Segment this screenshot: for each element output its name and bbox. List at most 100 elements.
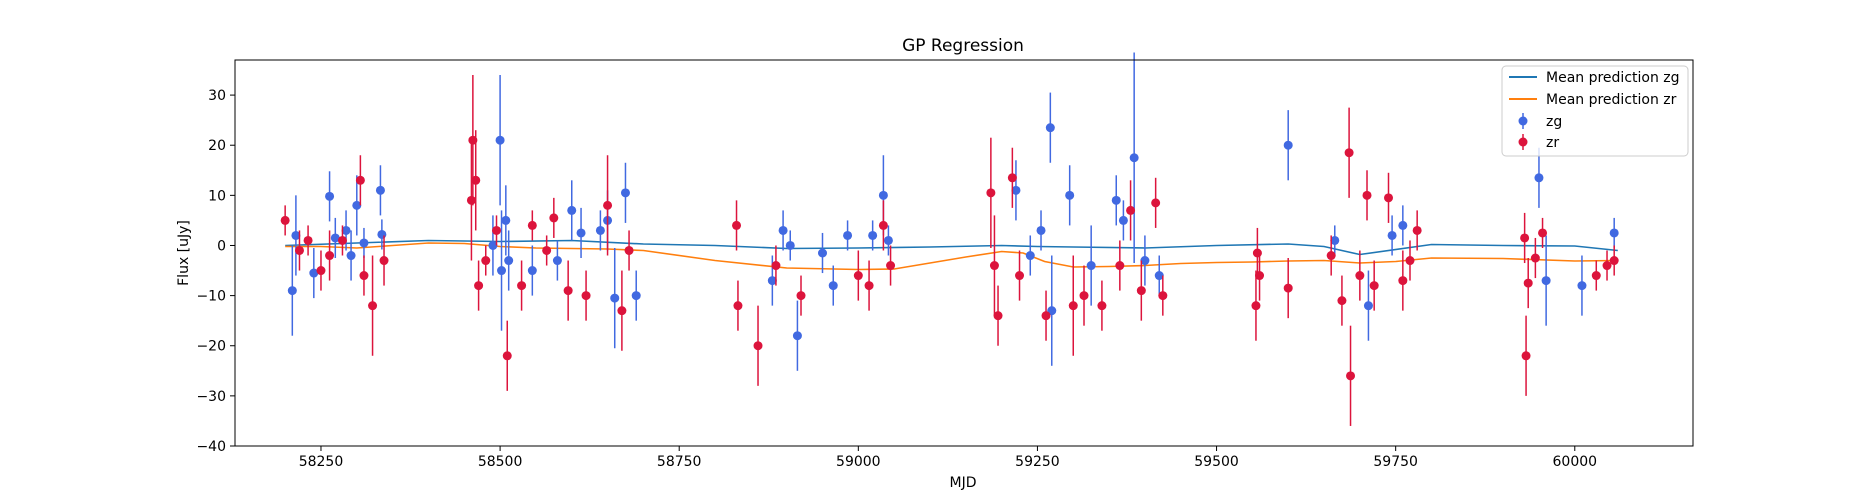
zr-point: [1538, 217, 1548, 248]
zg-marker: [488, 240, 498, 250]
zr-point: [359, 255, 369, 296]
zr-marker: [294, 245, 304, 255]
y-tick-label: −40: [196, 439, 226, 455]
zr-point: [549, 197, 559, 238]
zg-point: [1011, 160, 1021, 221]
x-tick-label: 58250: [299, 454, 344, 470]
legend-label-zr: zr: [1546, 135, 1559, 151]
zr-point: [368, 255, 378, 356]
zg-marker: [631, 291, 641, 301]
zr-marker: [796, 291, 806, 301]
zg-point: [495, 75, 505, 206]
zr-marker: [466, 195, 476, 205]
zr-point: [993, 285, 1003, 346]
zr-marker: [624, 245, 634, 255]
zr-marker: [527, 220, 537, 230]
zg-marker: [1541, 276, 1551, 286]
zg-marker: [843, 230, 853, 240]
mean-prediction-line-zg: [285, 239, 1618, 256]
zr-marker: [1136, 286, 1146, 296]
zr-point: [1252, 227, 1262, 279]
zr-point: [517, 260, 527, 311]
zr-marker: [1151, 198, 1161, 208]
zr-marker: [989, 261, 999, 271]
zg-marker: [497, 266, 507, 276]
zr-marker: [316, 266, 326, 276]
zr-marker: [993, 311, 1003, 321]
zr-point: [474, 260, 484, 311]
zr-marker: [355, 175, 365, 185]
zg-point: [375, 165, 385, 216]
zr-point: [316, 250, 326, 291]
legend-swatch-zr-marker: [1518, 137, 1528, 147]
zg-point: [352, 175, 362, 236]
zr-point: [325, 230, 335, 281]
zr-marker: [337, 235, 347, 245]
zg-marker: [620, 188, 630, 198]
zg-point: [1363, 270, 1373, 341]
zr-point: [527, 210, 537, 241]
zg-point: [1118, 200, 1128, 241]
zg-point: [1541, 235, 1551, 326]
zg-point: [567, 180, 577, 241]
zr-marker: [563, 286, 573, 296]
zr-point: [853, 250, 863, 301]
x-axis-label: MJD: [950, 475, 977, 491]
zr-point: [878, 200, 888, 251]
y-tick-label: −20: [196, 339, 226, 355]
zr-marker: [617, 306, 627, 316]
y-tick-label: 10: [208, 188, 226, 204]
zr-point: [492, 215, 502, 246]
zg-marker: [495, 135, 505, 145]
zr-marker: [325, 251, 335, 261]
zr-point: [1097, 280, 1107, 331]
y-axis-ticks: −40 −30 −20 −10 0 10 20 30: [196, 88, 235, 455]
zg-marker: [595, 225, 605, 235]
zg-marker: [567, 205, 577, 215]
zr-marker: [359, 271, 369, 281]
zr-marker: [1520, 233, 1530, 243]
zg-point: [610, 247, 620, 349]
zg-point: [1065, 165, 1075, 226]
zr-marker: [280, 215, 290, 225]
zr-point: [581, 270, 591, 321]
zr-point: [753, 305, 763, 386]
zr-point: [796, 275, 806, 316]
zr-point: [379, 235, 389, 286]
zr-marker: [853, 271, 863, 281]
zr-marker: [1521, 351, 1531, 361]
zr-point: [1346, 325, 1356, 426]
zg-point: [527, 245, 537, 296]
zg-marker: [330, 233, 340, 243]
y-tick-label: 0: [217, 238, 226, 254]
zr-point: [1136, 260, 1146, 321]
zr-point: [337, 225, 347, 256]
zr-point: [303, 225, 313, 256]
zr-marker: [471, 175, 481, 185]
zg-marker: [1111, 195, 1121, 205]
y-tick-label: 30: [208, 88, 226, 104]
zr-point: [1015, 250, 1025, 301]
zg-point: [1609, 217, 1619, 248]
x-tick-label: 58500: [478, 454, 523, 470]
zr-point: [542, 235, 552, 266]
zg-point: [504, 230, 514, 291]
zr-marker: [1530, 253, 1540, 263]
zr-marker: [1412, 225, 1422, 235]
zg-point: [330, 217, 340, 259]
zr-marker: [1398, 276, 1408, 286]
legend-label-mean-zg: Mean prediction zg: [1546, 70, 1680, 86]
zg-marker: [883, 235, 893, 245]
zg-point: [778, 210, 788, 251]
zr-point: [280, 205, 290, 236]
zg-marker: [767, 276, 777, 286]
zr-point: [1384, 172, 1394, 223]
zr-point: [471, 130, 481, 231]
zg-point: [1387, 215, 1397, 256]
zr-point: [1115, 240, 1125, 291]
legend-box: [1501, 65, 1689, 157]
zg-marker: [576, 228, 586, 238]
zr-point: [1362, 170, 1372, 221]
zr-point: [864, 260, 874, 311]
zr-marker: [1369, 281, 1379, 291]
